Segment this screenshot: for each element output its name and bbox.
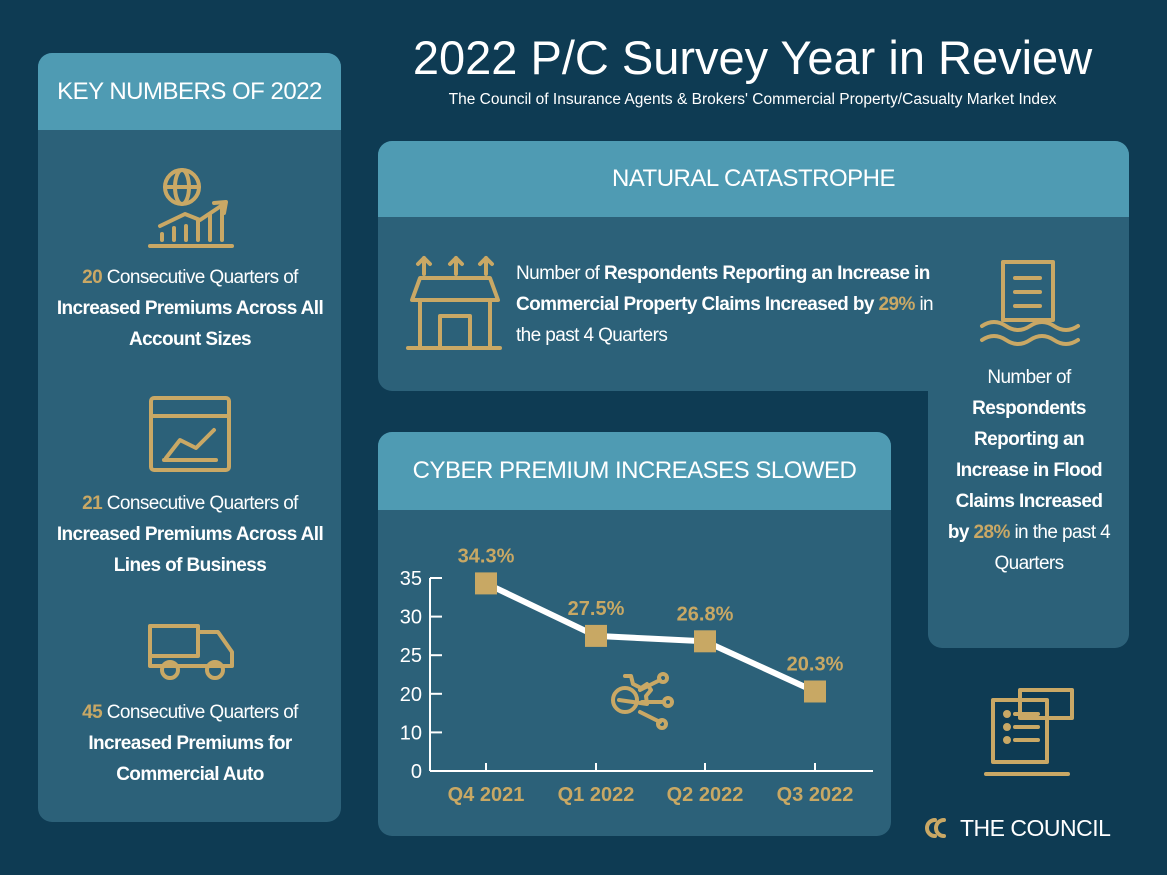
- value-label: 34.3%: [458, 545, 515, 567]
- flood-lead: Number of: [987, 367, 1071, 388]
- key-lead: Consecutive Quarters of: [106, 493, 299, 514]
- key-number: 45: [82, 702, 103, 723]
- x-tick-label: Q2 2022: [667, 784, 744, 806]
- property-text: Number of Respondents Reporting an Incre…: [516, 258, 936, 351]
- property-lead: Number of: [516, 263, 600, 284]
- key-highlight: Increased Premiums Across All Lines of B…: [56, 524, 324, 576]
- property-tail: in the past 4 Quarters: [516, 294, 934, 346]
- key-number: 20: [82, 267, 103, 288]
- x-tick-label: Q1 2022: [558, 784, 635, 806]
- icon: [148, 168, 1080, 838]
- key-item: 45 Consecutive Quarters of Increased Pre…: [55, 697, 325, 790]
- marker: [694, 630, 716, 653]
- y-tick-label: 30: [400, 607, 422, 629]
- y-tick-label: 20: [400, 684, 422, 706]
- x-tick-label: Q3 2022: [777, 784, 854, 806]
- key-item: 21 Consecutive Quarters of Increased Pre…: [55, 488, 325, 581]
- title: 2022 P/C Survey Year in Review: [412, 31, 1093, 84]
- marker: [585, 624, 607, 647]
- key-title: KEY NUMBERS OF 2022: [38, 53, 341, 130]
- value-label: 27.5%: [568, 598, 625, 620]
- subtitle: The Council of Insurance Agents & Broker…: [448, 91, 1057, 108]
- key-highlight: Increased Premiums for Commercial Auto: [88, 733, 292, 785]
- y-tick-label: 0: [411, 761, 422, 783]
- key-highlight: Increased Premiums Across All Account Si…: [56, 298, 324, 350]
- key-number: 21: [82, 493, 103, 514]
- line: [484, 580, 817, 695]
- key-item: 20 Consecutive Quarters of Increased Pre…: [55, 262, 325, 355]
- nat-title: NATURAL CATASTROPHE: [378, 141, 1129, 217]
- flood-figure: 28%: [973, 522, 1011, 543]
- chart-title: CYBER PREMIUM INCREASES SLOWED: [378, 432, 891, 510]
- cyber-panel: CYBER PREMIUM INCREASES SLOWED: [378, 432, 891, 836]
- key-lead: Consecutive Quarters of: [106, 267, 299, 288]
- value-label: 20.3%: [787, 653, 844, 675]
- x-tick-label: Q4 2021: [448, 784, 525, 806]
- value-label: 26.8%: [677, 603, 734, 625]
- property-highlight: Respondents Reporting an Increase in Com…: [516, 263, 930, 315]
- y-tick-label: 25: [400, 645, 422, 667]
- y-tick-label: 35: [400, 568, 422, 590]
- flood-panel: [928, 380, 1129, 648]
- flood-tail: in the past 4 Quarters: [994, 522, 1111, 574]
- flood-text: Number of Respondents Reporting an Incre…: [945, 362, 1113, 579]
- marker: [475, 572, 497, 595]
- marker: [804, 680, 826, 703]
- logo: THE COUNCIL: [960, 815, 1111, 841]
- flood-highlight: Respondents Reporting an Increase in Flo…: [947, 398, 1103, 543]
- key-lead: Consecutive Quarters of: [106, 702, 299, 723]
- property-figure: 29%: [878, 294, 916, 315]
- y-tick-label: 10: [400, 722, 422, 744]
